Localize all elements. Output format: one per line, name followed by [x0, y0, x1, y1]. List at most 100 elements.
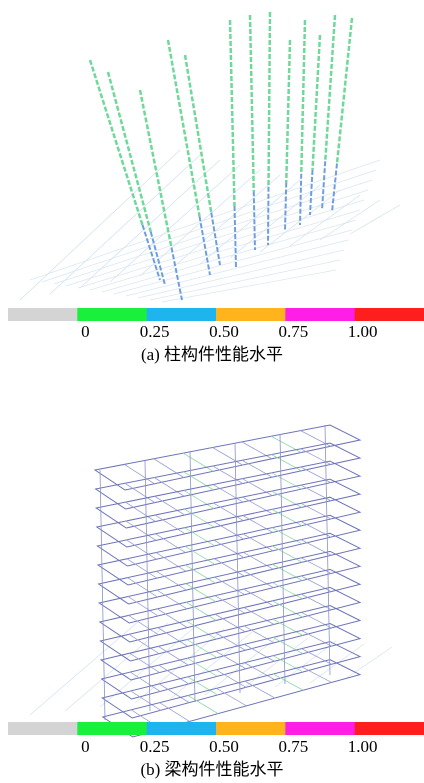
ground-grid: [126, 240, 348, 296]
color-segment: [216, 308, 286, 321]
beam: [272, 473, 302, 489]
beam: [272, 583, 302, 599]
beam: [243, 534, 273, 551]
beam: [301, 594, 331, 610]
color-segment: [355, 722, 424, 735]
ground-grid: [30, 160, 380, 280]
beam: [273, 601, 303, 617]
column: [286, 40, 290, 183]
color-segment: [285, 722, 355, 735]
beam: [213, 448, 243, 466]
beam: [242, 442, 272, 459]
ground-grid: [114, 230, 352, 294]
beam: [126, 521, 156, 540]
beam: [158, 646, 188, 665]
column: [185, 55, 211, 213]
beam: [272, 564, 302, 580]
ground-grid: [30, 620, 140, 715]
beam: [301, 558, 331, 574]
column: [337, 18, 352, 164]
beam: [243, 516, 273, 533]
beam: [302, 667, 332, 683]
beam: [213, 466, 243, 484]
color-segment: [355, 308, 424, 321]
ground-grid: [240, 638, 308, 691]
column: [285, 183, 286, 231]
column: [145, 461, 150, 711]
column-model: [20, 12, 400, 302]
color-segment: [77, 722, 147, 735]
colorbar-label: 0.50: [209, 737, 239, 756]
colorbar-label: 1.00: [348, 737, 378, 756]
beam: [188, 695, 218, 713]
beam: [243, 552, 273, 569]
color-segment: [216, 722, 286, 735]
caption: (b) 梁构件性能水平: [140, 760, 283, 779]
colorbar-label: 1.00: [348, 322, 378, 341]
colorbar-label: 0.75: [278, 322, 308, 341]
beam: [130, 672, 160, 691]
floor: [95, 425, 360, 490]
beam: [272, 509, 302, 525]
color-segment: [77, 308, 147, 321]
beam: [126, 540, 156, 559]
ground-grid: [170, 175, 280, 270]
colorbar-label: 0: [81, 322, 90, 341]
colorbar-label: 0.25: [140, 737, 170, 756]
beam: [272, 546, 302, 562]
column: [280, 434, 285, 684]
column: [230, 20, 235, 206]
beam: [159, 665, 189, 684]
column: [90, 60, 143, 225]
color-segment: [285, 308, 355, 321]
column: [172, 248, 183, 301]
beam: [157, 609, 187, 628]
floor: [99, 533, 360, 604]
beam: [129, 615, 159, 634]
ground-grid: [350, 205, 400, 234]
floor: [102, 624, 360, 699]
column: [254, 191, 255, 250]
ground-grid: [78, 200, 364, 288]
column: [100, 470, 105, 720]
beam: [273, 656, 303, 672]
beam: [302, 649, 332, 665]
ground-grid: [54, 180, 372, 284]
column: [269, 12, 271, 187]
column: [300, 174, 301, 225]
beam: [128, 597, 158, 616]
beam: [272, 528, 302, 544]
beam: [301, 540, 331, 556]
floor: [102, 642, 360, 718]
beam: [271, 455, 301, 471]
beam: [272, 491, 302, 507]
colorbar-label: 0: [81, 737, 90, 756]
beam: [127, 559, 157, 578]
column: [235, 206, 237, 268]
beam: [301, 521, 331, 537]
column: [108, 72, 151, 232]
beam: [128, 578, 158, 597]
color-segment: [147, 722, 217, 735]
beam: [242, 460, 272, 477]
beam: [160, 703, 190, 722]
colorbar-label: 0.75: [278, 737, 308, 756]
ground-grid: [345, 647, 392, 679]
page: 00.250.500.751.00(a) 柱构件性能水平00.250.500.7…: [0, 0, 424, 783]
ground-grid: [50, 155, 200, 294]
colorbar-label: 0.25: [140, 322, 170, 341]
beam-model: [30, 425, 392, 737]
column: [332, 164, 337, 213]
color-segment: [8, 308, 78, 321]
color-segment: [8, 722, 78, 735]
beam: [273, 619, 303, 635]
figure: 00.250.500.751.00(a) 柱构件性能水平00.250.500.7…: [0, 0, 424, 783]
beam: [301, 576, 331, 592]
beam: [125, 502, 155, 521]
beam: [129, 634, 159, 653]
column: [325, 15, 335, 161]
floor: [96, 461, 360, 528]
column: [168, 40, 200, 216]
column: [200, 216, 211, 275]
caption: (a) 柱构件性能水平: [141, 345, 283, 364]
